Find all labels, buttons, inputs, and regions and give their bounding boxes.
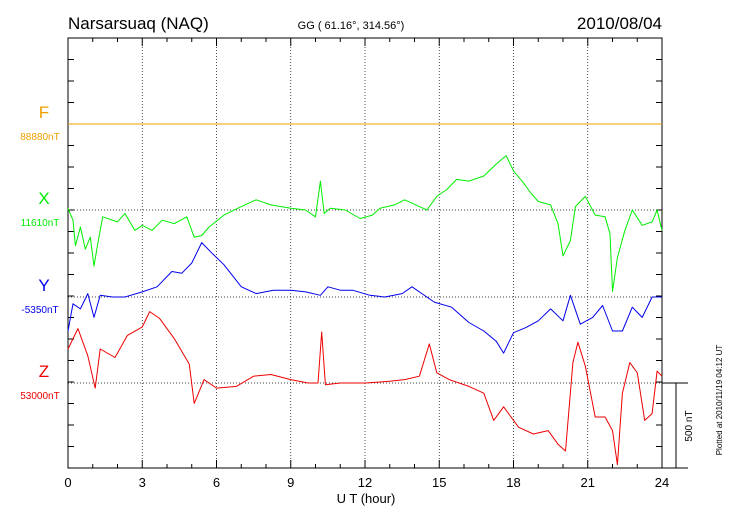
x-tick-label-0: 0 bbox=[64, 475, 71, 490]
series-layer bbox=[67, 123, 663, 466]
x-tick-label-5: 15 bbox=[432, 475, 446, 490]
x-tick-label-2: 6 bbox=[213, 475, 220, 490]
series-labels: F 88880nT X 11610nT Y -5350nT Z 53000nT bbox=[20, 103, 59, 402]
plot-frame bbox=[67, 37, 663, 469]
x-tick-label-7: 21 bbox=[581, 475, 595, 490]
x-axis-label: U T (hour) bbox=[337, 491, 396, 506]
series-y-baseline: -5350nT bbox=[21, 305, 58, 316]
scale-bar: 500 nT bbox=[662, 382, 695, 469]
date-label: 2010/08/04 bbox=[577, 14, 662, 33]
series-x-baseline: 11610nT bbox=[21, 218, 60, 229]
x-tick-label-8: 24 bbox=[655, 475, 669, 490]
series-y-name: Y bbox=[38, 276, 49, 295]
x-tick-label-3: 9 bbox=[287, 475, 294, 490]
series-z-name: Z bbox=[39, 362, 49, 381]
grid bbox=[68, 38, 662, 468]
series-x-name: X bbox=[38, 189, 49, 208]
station-title: Narsarsuaq (NAQ) bbox=[68, 14, 209, 33]
series-z-baseline: 53000nT bbox=[20, 391, 59, 402]
scale-bar-label: 500 nT bbox=[684, 410, 695, 441]
series-f-baseline: 88880nT bbox=[20, 132, 59, 143]
x-tick-label-6: 18 bbox=[506, 475, 520, 490]
series-x-line bbox=[67, 155, 663, 293]
series-f-name: F bbox=[39, 103, 49, 122]
plotted-note: Plotted at 2010/11/19 04:12 UT bbox=[715, 345, 724, 456]
x-tick-label-4: 12 bbox=[358, 475, 372, 490]
series-z-line bbox=[67, 311, 663, 466]
axis-ticks: 0 3 6 9 12 15 18 21 24 bbox=[64, 38, 669, 490]
series-y-line bbox=[67, 242, 662, 354]
x-tick-label-1: 3 bbox=[139, 475, 146, 490]
coordinates-label: GG ( 61.16°, 314.56°) bbox=[298, 20, 405, 32]
